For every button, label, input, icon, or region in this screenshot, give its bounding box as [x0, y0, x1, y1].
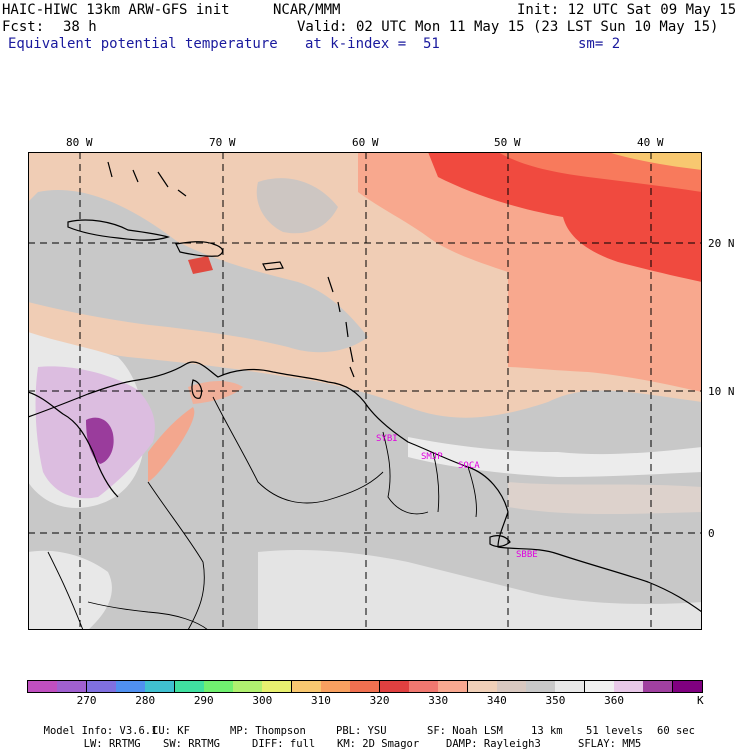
field-red-streak: [188, 256, 213, 274]
colorbar-swatch: [233, 681, 264, 692]
colorbar-swatch: [350, 681, 381, 692]
colorbar-swatch: [643, 681, 674, 692]
colorbar-swatch: [408, 681, 439, 692]
field-red: [428, 152, 702, 282]
field-salmon-ridge: [188, 380, 243, 404]
init-time: Init: 12 UTC Sat 09 May 15: [517, 2, 737, 18]
border-guyana: [382, 431, 429, 515]
colorbar-swatch: [174, 681, 205, 692]
lon-label: 70 W: [209, 136, 236, 149]
lesser-antilles: [327, 276, 355, 378]
hispaniola-coast: [175, 241, 224, 257]
colorbar-swatch: [496, 681, 527, 692]
colorbar-tick-label: 280: [135, 694, 156, 707]
colorbar-swatch: [115, 681, 146, 692]
graticule: [28, 152, 702, 630]
colorbar: [27, 680, 703, 693]
south-america-coast: [28, 361, 702, 613]
coastlines: [28, 161, 702, 613]
lat-label: 10 N: [708, 385, 735, 398]
station-label: SYBI: [376, 434, 398, 444]
colorbar-swatch: [555, 681, 586, 692]
station-label: SBBE: [516, 550, 538, 560]
smoothing-label: sm= 2: [578, 36, 621, 52]
footer-pbl: PBL: YSU: [336, 725, 387, 737]
border-suriname: [432, 451, 440, 513]
field-salmon-andes: [148, 407, 195, 482]
bahamas-islands: [107, 161, 187, 197]
level-index: at k-index = 51: [305, 36, 440, 52]
border-colombia: [147, 481, 205, 630]
footer-sf: SF: Noah LSM: [427, 725, 503, 737]
field-yellow: [608, 152, 702, 170]
colorbar-tick-label: 270: [76, 694, 97, 707]
field-white-south: [258, 550, 702, 630]
colorbar-swatch: [438, 681, 469, 692]
center-label: NCAR/MMM: [273, 2, 341, 18]
colorbar-swatch: [291, 681, 322, 692]
colorbar-unit: K: [697, 694, 704, 707]
colorbar-swatch: [262, 681, 293, 692]
border-brazil-south: [87, 601, 209, 630]
forecast-label: Fcst:: [2, 19, 45, 35]
colorbar-swatch: [379, 681, 410, 692]
lat-label: 0: [708, 527, 715, 540]
central-america-coast: [28, 391, 119, 498]
maracaibo-lake: [191, 379, 203, 399]
footer-line-1: Model Info: V3.6.1 CU: KF MP: Thompson PBL:…: [31, 712, 695, 738]
footer-model-info: Model Info: V3.6.1: [43, 725, 158, 737]
field-name: Equivalent potential temperature: [8, 36, 278, 52]
lon-label: 50 W: [494, 136, 521, 149]
country-borders: [47, 396, 477, 630]
theta-e-map: SYBI SMJP SOCA SBBE: [28, 152, 702, 630]
footer-line-2: LW: RRTMG SW: RRTMG DIFF: full KM: 2D Smago…: [71, 725, 642, 751]
lat-label: 20 N: [708, 237, 735, 250]
footer-res: 13 km: [531, 725, 563, 737]
border-fguiana: [467, 466, 477, 518]
colorbar-swatch: [672, 681, 703, 692]
amazon-delta: [489, 535, 511, 548]
field-grey-patch: [256, 178, 338, 234]
footer-levels: 51 levels: [586, 725, 643, 737]
colorbar-swatch: [203, 681, 234, 692]
border-peru: [47, 551, 84, 630]
colorbar-swatch: [145, 681, 176, 692]
colorbar-tick-label: 360: [604, 694, 624, 707]
lon-label: 40 W: [637, 136, 664, 149]
footer-timestep: 60 sec: [657, 725, 695, 737]
colorbar-tick-label: 320: [369, 694, 390, 707]
colorbar-tick-label: 300: [252, 694, 273, 707]
footer-mp: MP: Thompson: [230, 725, 306, 737]
footer-cu: CU: KF: [152, 725, 190, 737]
field-white-sw: [28, 550, 112, 630]
colorbar-tick-label: 340: [486, 694, 507, 707]
colorbar-swatch: [584, 681, 615, 692]
field-tan-east: [508, 482, 702, 515]
colorbar-swatch: [614, 681, 645, 692]
colorbar-tick-label: 350: [545, 694, 566, 707]
colorbar-swatch: [28, 681, 58, 692]
colorbar-tick-label: 310: [311, 694, 331, 707]
colorbar-tick-label: 330: [428, 694, 449, 707]
valid-time: Valid: 02 UTC Mon 11 May 15 (23 LST Sun …: [297, 19, 719, 35]
colorbar-swatch: [321, 681, 352, 692]
forecast-hour: 38 h: [63, 19, 97, 35]
colorbar-swatch: [467, 681, 498, 692]
colorbar-swatch: [526, 681, 557, 692]
lon-label: 60 W: [352, 136, 379, 149]
border-venezuela: [212, 396, 384, 504]
colorbar-tick-label: 290: [193, 694, 214, 707]
cuba-coast: [67, 219, 170, 241]
map-frame: [28, 152, 702, 630]
lon-label: 80 W: [66, 136, 93, 149]
station-label: SOCA: [458, 461, 480, 471]
station-label: SMJP: [421, 452, 443, 462]
puerto-rico-coast: [262, 261, 284, 271]
field-white-east: [408, 437, 702, 477]
colorbar-swatch: [57, 681, 88, 692]
colorbar-swatch: [86, 681, 117, 692]
model-title: HAIC-HIWC 13km ARW-GFS init: [2, 2, 230, 18]
